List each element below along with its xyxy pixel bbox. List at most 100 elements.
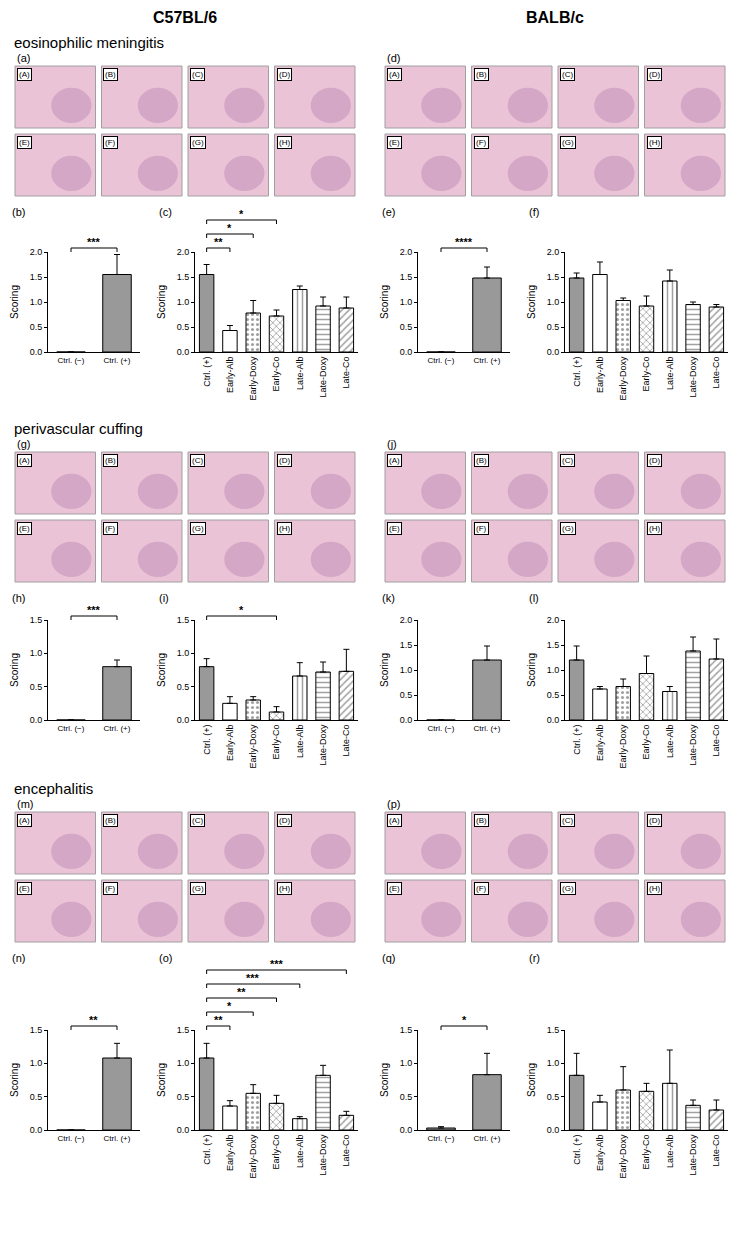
- svg-text:perivascular cuffing: perivascular cuffing: [14, 420, 143, 437]
- svg-text:(G): (G): [192, 884, 204, 893]
- svg-text:1.0: 1.0: [177, 648, 190, 658]
- svg-text:Early-Co: Early-Co: [271, 357, 281, 392]
- svg-text:(H): (H): [649, 138, 660, 147]
- svg-text:0.0: 0.0: [547, 1125, 560, 1135]
- svg-text:(E): (E): [389, 138, 400, 147]
- svg-text:(l): (l): [529, 592, 539, 604]
- svg-text:1.0: 1.0: [177, 297, 190, 307]
- svg-text:(j): (j): [387, 438, 397, 450]
- svg-text:Ctrl. (+): Ctrl. (+): [474, 356, 501, 365]
- svg-text:0.0: 0.0: [177, 1125, 190, 1135]
- svg-text:Ctrl. (+): Ctrl. (+): [104, 356, 131, 365]
- svg-text:1.5: 1.5: [30, 1025, 43, 1035]
- svg-text:1.5: 1.5: [400, 272, 413, 282]
- svg-text:0.0: 0.0: [30, 715, 43, 725]
- svg-text:Late-Co: Late-Co: [341, 725, 351, 757]
- svg-text:Early-Doxy: Early-Doxy: [248, 724, 258, 769]
- svg-text:1.0: 1.0: [30, 297, 43, 307]
- svg-text:(g): (g): [17, 438, 30, 450]
- svg-text:2.0: 2.0: [547, 247, 560, 257]
- svg-text:0.5: 0.5: [547, 322, 560, 332]
- svg-text:2.0: 2.0: [400, 615, 413, 625]
- svg-text:0.0: 0.0: [547, 715, 560, 725]
- svg-text:(A): (A): [389, 70, 400, 79]
- svg-text:Late-Co: Late-Co: [711, 725, 721, 757]
- svg-text:Early-Alb: Early-Alb: [595, 357, 605, 394]
- svg-text:(H): (H): [649, 524, 660, 533]
- svg-text:Early-Co: Early-Co: [271, 1135, 281, 1170]
- svg-text:(G): (G): [562, 884, 574, 893]
- svg-text:0.0: 0.0: [177, 715, 190, 725]
- svg-text:Early-Doxy: Early-Doxy: [248, 1134, 258, 1179]
- svg-text:Early-Doxy: Early-Doxy: [248, 356, 258, 401]
- svg-text:(H): (H): [279, 884, 290, 893]
- svg-text:encephalitis: encephalitis: [14, 780, 93, 797]
- svg-text:Ctrl. (−): Ctrl. (−): [428, 1134, 455, 1143]
- svg-text:Late-Doxy: Late-Doxy: [688, 724, 698, 766]
- svg-text:0.0: 0.0: [400, 1125, 413, 1135]
- svg-text:(C): (C): [562, 456, 573, 465]
- svg-text:0.0: 0.0: [547, 347, 560, 357]
- svg-text:Early-Alb: Early-Alb: [595, 1135, 605, 1172]
- svg-text:1.5: 1.5: [177, 1025, 190, 1035]
- svg-text:(E): (E): [19, 884, 30, 893]
- svg-text:(m): (m): [17, 798, 34, 810]
- svg-text:(C): (C): [562, 70, 573, 79]
- svg-text:Late-Alb: Late-Alb: [295, 1135, 305, 1169]
- svg-text:Early-Co: Early-Co: [641, 1135, 651, 1170]
- svg-text:0.0: 0.0: [177, 347, 190, 357]
- svg-text:Ctrl. (+): Ctrl. (+): [474, 724, 501, 733]
- svg-text:**: **: [89, 1014, 98, 1026]
- svg-text:(D): (D): [279, 70, 290, 79]
- svg-text:(b): (b): [12, 206, 25, 218]
- svg-text:(k): (k): [382, 592, 395, 604]
- svg-text:(e): (e): [382, 206, 395, 218]
- svg-text:2.0: 2.0: [547, 615, 560, 625]
- svg-text:Ctrl. (+): Ctrl. (+): [104, 1134, 131, 1143]
- svg-text:Late-Alb: Late-Alb: [665, 1135, 675, 1169]
- svg-text:***: ***: [270, 958, 284, 970]
- svg-text:Early-Doxy: Early-Doxy: [618, 356, 628, 401]
- svg-text:***: ***: [87, 604, 101, 616]
- svg-text:(n): (n): [12, 952, 25, 964]
- svg-text:(B): (B): [476, 816, 487, 825]
- svg-text:1.5: 1.5: [177, 615, 190, 625]
- svg-text:1.0: 1.0: [177, 1058, 190, 1068]
- svg-text:(C): (C): [562, 816, 573, 825]
- svg-text:(E): (E): [389, 884, 400, 893]
- svg-text:(G): (G): [562, 524, 574, 533]
- svg-text:Late-Alb: Late-Alb: [665, 357, 675, 391]
- svg-text:Ctrl. (+): Ctrl. (+): [202, 1135, 212, 1165]
- svg-text:2.0: 2.0: [30, 247, 43, 257]
- svg-text:0.5: 0.5: [400, 1092, 413, 1102]
- svg-text:1.0: 1.0: [400, 665, 413, 675]
- svg-text:Ctrl. (−): Ctrl. (−): [428, 356, 455, 365]
- svg-text:Scoring: Scoring: [9, 1063, 20, 1097]
- svg-text:Scoring: Scoring: [379, 1063, 390, 1097]
- svg-text:0.0: 0.0: [30, 347, 43, 357]
- svg-text:1.5: 1.5: [400, 1025, 413, 1035]
- svg-text:1.5: 1.5: [547, 272, 560, 282]
- svg-text:Ctrl. (+): Ctrl. (+): [572, 1135, 582, 1165]
- svg-text:(G): (G): [192, 138, 204, 147]
- svg-text:***: ***: [87, 236, 101, 248]
- svg-text:(F): (F): [105, 524, 116, 533]
- svg-text:Ctrl. (−): Ctrl. (−): [58, 1134, 85, 1143]
- svg-text:Scoring: Scoring: [379, 653, 390, 687]
- svg-text:1.0: 1.0: [400, 1058, 413, 1068]
- svg-text:Scoring: Scoring: [379, 285, 390, 319]
- svg-text:**: **: [214, 1014, 223, 1026]
- svg-text:Late-Alb: Late-Alb: [665, 725, 675, 759]
- svg-text:0.0: 0.0: [30, 1125, 43, 1135]
- svg-text:Ctrl. (+): Ctrl. (+): [572, 357, 582, 387]
- svg-text:(F): (F): [476, 884, 487, 893]
- svg-text:(B): (B): [476, 456, 487, 465]
- svg-text:0.5: 0.5: [30, 1092, 43, 1102]
- svg-text:Late-Doxy: Late-Doxy: [318, 724, 328, 766]
- svg-text:Ctrl. (+): Ctrl. (+): [202, 725, 212, 755]
- svg-text:0.5: 0.5: [177, 1092, 190, 1102]
- svg-text:*: *: [227, 1000, 232, 1012]
- svg-text:2.0: 2.0: [400, 247, 413, 257]
- svg-text:1.5: 1.5: [400, 640, 413, 650]
- svg-text:(A): (A): [389, 456, 400, 465]
